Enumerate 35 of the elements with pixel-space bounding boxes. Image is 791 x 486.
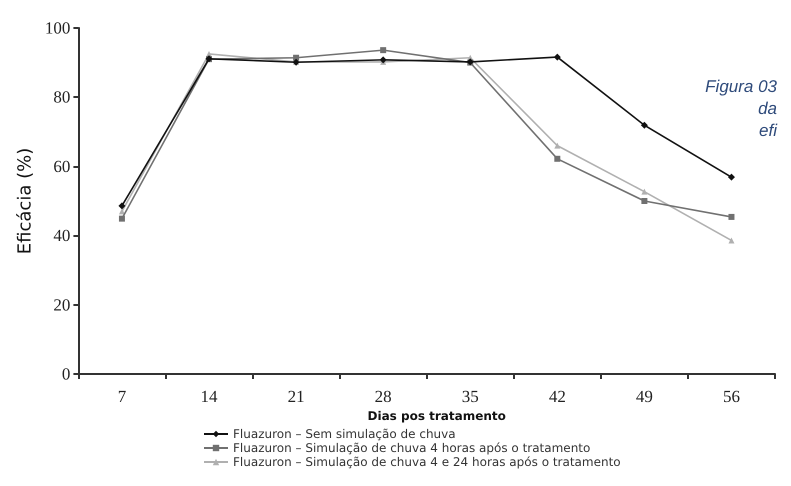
annotation: da [758, 99, 777, 118]
legend-label: Fluazuron – Simulação de chuva 4 e 24 horas após o tratamento [233, 455, 621, 469]
point [641, 188, 648, 195]
point [641, 198, 648, 204]
x-tick-label: 7 [118, 387, 127, 406]
x-tick-label: 42 [548, 387, 566, 406]
point [380, 47, 386, 54]
point [728, 237, 734, 244]
x-tick-label: 28 [374, 387, 392, 406]
point [118, 202, 126, 210]
x-tick-label: 35 [462, 387, 479, 406]
point [554, 142, 560, 149]
y-tick-label: 20 [53, 295, 70, 314]
y-tick-label: 80 [53, 88, 70, 107]
annotation: efi [759, 121, 778, 140]
y-tick-label: 0 [62, 364, 70, 384]
y-tick-label: 60 [53, 156, 70, 176]
x-tick-label: 49 [636, 387, 653, 406]
y-axis-title: Eficácia (%) [14, 148, 36, 254]
point [640, 122, 648, 129]
point [728, 174, 735, 181]
annotation: Figura 03 [705, 77, 778, 96]
point [118, 216, 125, 222]
legend-label: Fluazuron – Sem simulação de chuva [233, 427, 456, 441]
x-axis-title: Dias pos tratamento [367, 408, 506, 423]
y-tick-label: 40 [53, 226, 70, 246]
point [728, 214, 734, 220]
x-tick-label: 56 [722, 387, 740, 406]
x-tick-label: 14 [200, 387, 218, 406]
y-tick-label: 100 [44, 18, 70, 38]
x-tick-label: 21 [288, 387, 305, 406]
point [554, 156, 560, 162]
legend-label: Fluazuron – Simulação de chuva 4 horas após o tratamento [233, 441, 590, 455]
point [380, 56, 387, 64]
point [554, 54, 561, 61]
